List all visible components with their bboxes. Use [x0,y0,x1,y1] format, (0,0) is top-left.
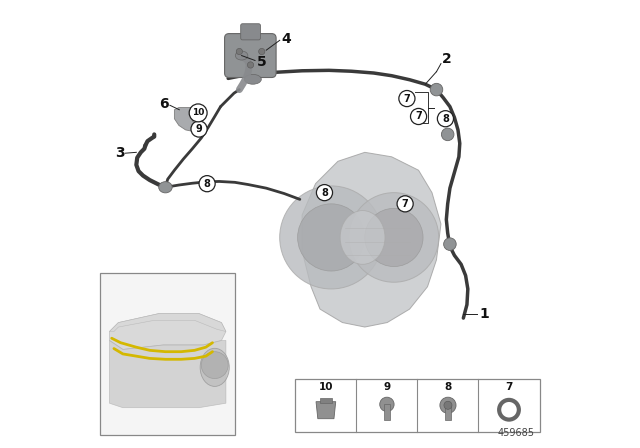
Text: 6: 6 [159,97,168,111]
Bar [319,398,332,404]
FancyBboxPatch shape [225,34,276,78]
Ellipse shape [236,51,248,60]
Bar [384,405,390,420]
Circle shape [440,397,456,414]
Text: 4: 4 [282,31,291,46]
Circle shape [248,62,253,68]
Circle shape [399,90,415,107]
Circle shape [202,352,228,379]
Circle shape [397,196,413,212]
Circle shape [499,400,519,420]
Circle shape [442,128,454,141]
Circle shape [199,176,215,192]
Text: 3: 3 [115,146,124,160]
Circle shape [189,104,207,122]
Circle shape [437,111,454,127]
Circle shape [410,108,427,125]
Text: 8: 8 [321,188,328,198]
Polygon shape [316,402,336,419]
Polygon shape [109,314,226,332]
Circle shape [259,48,265,55]
Text: 5: 5 [257,55,266,69]
Text: 8: 8 [444,382,452,392]
Circle shape [444,238,456,250]
Circle shape [236,48,243,55]
Text: 7: 7 [404,94,410,103]
Text: 459685: 459685 [498,428,535,438]
Polygon shape [302,152,441,327]
Text: 9: 9 [383,382,390,392]
Circle shape [349,193,439,282]
Ellipse shape [244,74,261,84]
FancyBboxPatch shape [241,24,260,40]
Ellipse shape [200,349,229,386]
Ellipse shape [159,182,172,193]
Ellipse shape [340,211,385,264]
Circle shape [298,204,365,271]
Circle shape [444,401,452,409]
Text: 10: 10 [319,382,333,392]
Text: 7: 7 [415,112,422,121]
Polygon shape [109,314,226,349]
Text: 8: 8 [204,179,211,189]
Text: 8: 8 [442,114,449,124]
Text: 1: 1 [479,306,489,321]
Text: 9: 9 [196,124,202,134]
Circle shape [316,185,333,201]
Polygon shape [109,340,226,408]
Circle shape [280,186,383,289]
Bar [445,405,451,420]
Text: 7: 7 [506,382,513,392]
Bar [296,379,540,432]
Text: 10: 10 [192,108,204,117]
Text: 7: 7 [402,199,408,209]
Circle shape [191,121,207,137]
Circle shape [380,397,394,412]
Text: 2: 2 [442,52,452,66]
Polygon shape [174,108,202,132]
Bar [100,273,235,435]
Circle shape [365,208,423,267]
Circle shape [430,83,443,96]
